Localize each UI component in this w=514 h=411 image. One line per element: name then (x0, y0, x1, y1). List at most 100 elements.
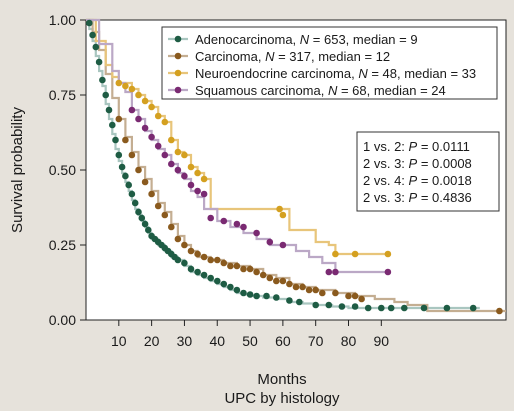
data-point (263, 292, 270, 300)
data-point (112, 136, 119, 144)
data-point (138, 214, 146, 222)
data-point (154, 142, 162, 150)
text-run: Adenocarcinoma, (195, 32, 300, 47)
x-tick-label: 80 (341, 333, 357, 349)
y-tick-label: 0.25 (49, 237, 76, 253)
censor-markers (86, 19, 503, 315)
data-point (181, 172, 188, 180)
data-point (145, 226, 152, 234)
data-point (332, 289, 339, 297)
data-point (358, 295, 365, 303)
data-point (220, 280, 228, 288)
y-tick-label: 0.75 (49, 87, 76, 103)
data-point (181, 241, 188, 249)
data-point (214, 256, 221, 264)
data-point (135, 91, 142, 99)
data-point (325, 268, 333, 276)
data-point (253, 292, 260, 300)
data-point (168, 160, 175, 168)
data-point (207, 256, 214, 264)
legend: Adenocarcinoma, N = 653, median = 9 Carci… (161, 26, 498, 100)
data-point (279, 211, 287, 219)
text-run: = 0.0008 (417, 156, 472, 171)
data-point (240, 289, 247, 297)
data-point (338, 303, 346, 310)
text-run: Neuroendocrine carcinoma, (195, 66, 358, 81)
text-run: Carcinoma, (195, 49, 265, 64)
p-value-frame (356, 131, 500, 212)
text-run: 2 vs. 4: (363, 173, 409, 188)
data-point (220, 259, 228, 267)
x-tick-label: 60 (275, 333, 291, 349)
data-point (154, 202, 162, 210)
data-point (95, 58, 103, 66)
text-run: = 317, median = 12 (274, 49, 390, 64)
data-point (92, 43, 100, 51)
italic-symbol: N (300, 32, 310, 47)
data-point (273, 294, 280, 301)
data-point (233, 220, 241, 228)
data-point (332, 250, 339, 258)
data-point (279, 277, 287, 285)
data-point (154, 112, 162, 120)
data-point (401, 304, 408, 312)
data-point (292, 283, 300, 291)
data-point (174, 256, 182, 264)
data-point (118, 163, 126, 171)
data-point (148, 103, 155, 111)
data-point (200, 175, 208, 183)
data-point (187, 247, 195, 255)
data-point (161, 118, 169, 126)
x-tick-label: 20 (144, 333, 160, 349)
data-point (351, 292, 359, 300)
text-run: = 68, median = 24 (337, 83, 445, 98)
italic-symbol: N (328, 83, 338, 98)
data-point (200, 253, 208, 261)
data-point (227, 262, 234, 270)
italic-symbol: P (409, 190, 418, 205)
legend-swatch-marker (174, 86, 182, 94)
y-tick-label: 1.00 (49, 12, 76, 28)
text-run: = 0.0111 (417, 139, 470, 154)
data-point (181, 151, 188, 159)
data-point (443, 304, 451, 312)
data-point (246, 265, 254, 273)
legend-swatch-marker (174, 35, 182, 43)
data-point (128, 106, 136, 114)
data-point (187, 181, 195, 189)
data-point (233, 262, 241, 270)
data-point (148, 133, 155, 141)
data-point (319, 289, 326, 297)
legend-entry: Neuroendocrine carcinoma, N = 48, median… (195, 66, 476, 81)
data-point (174, 166, 182, 174)
text-run: = 0.4836 (417, 190, 472, 205)
x-tick-label: 90 (374, 333, 390, 349)
legend-entry: Carcinoma, N = 317, median = 12 (195, 49, 390, 64)
data-point (135, 166, 142, 174)
data-point (105, 106, 113, 114)
data-point (299, 283, 306, 291)
legend-swatch-marker (174, 69, 182, 77)
data-point (122, 136, 129, 144)
data-point (246, 291, 254, 298)
y-tick-label: 0.50 (49, 162, 76, 178)
italic-symbol: N (265, 49, 275, 64)
x-axis-label: Months (257, 371, 306, 388)
data-point (214, 277, 221, 285)
data-point (378, 304, 385, 312)
data-point (286, 297, 293, 304)
data-point (312, 301, 320, 309)
data-point (220, 217, 228, 225)
data-point (200, 271, 208, 279)
data-point (135, 115, 142, 123)
data-point (233, 286, 241, 294)
data-point (102, 91, 109, 99)
legend-swatch-marker (174, 52, 182, 60)
data-point (128, 85, 136, 93)
data-point (135, 208, 142, 216)
data-point (253, 268, 260, 276)
data-point (122, 82, 129, 90)
legend-entry: Squamous carcinoma, N = 68, median = 24 (195, 83, 446, 98)
data-point (128, 190, 136, 198)
